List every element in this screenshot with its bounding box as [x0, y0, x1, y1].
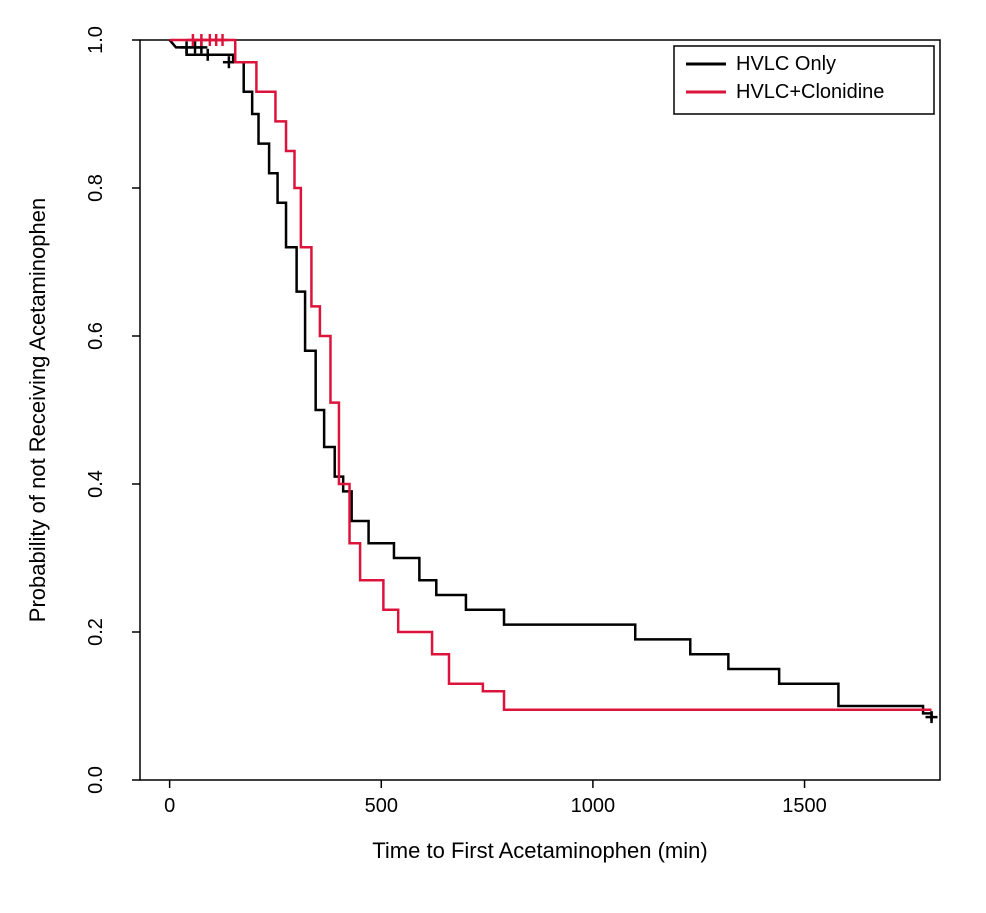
y-tick-label: 0.6: [85, 322, 107, 350]
y-tick-label: 0.8: [85, 174, 107, 202]
x-tick-label: 0: [164, 795, 175, 817]
y-tick-label: 0.4: [85, 470, 107, 498]
legend-label: HVLC+Clonidine: [736, 81, 884, 103]
x-axis-title: Time to First Acetaminophen (min): [372, 838, 707, 863]
x-tick-label: 1000: [571, 795, 616, 817]
y-tick-label: 1.0: [85, 26, 107, 54]
x-tick-label: 1500: [782, 795, 827, 817]
y-tick-label: 0.2: [85, 618, 107, 646]
y-tick-label: 0.0: [85, 766, 107, 794]
chart-svg: 0 500 1000 1500 0.0 0.2 0.4 0.6 0.8 1.0 Time to Fi…: [0, 0, 986, 913]
series-line: [170, 40, 932, 710]
km-chart: 0 500 1000 1500 0.0 0.2 0.4 0.6 0.8 1.0 Time to Fi…: [0, 0, 986, 913]
legend-label: HVLC Only: [736, 53, 836, 75]
series-line: [170, 40, 932, 721]
x-tick-label: 500: [365, 795, 398, 817]
plot-border: [140, 40, 940, 780]
y-axis-title: Probability of not Receiving Acetaminoph…: [25, 198, 50, 622]
